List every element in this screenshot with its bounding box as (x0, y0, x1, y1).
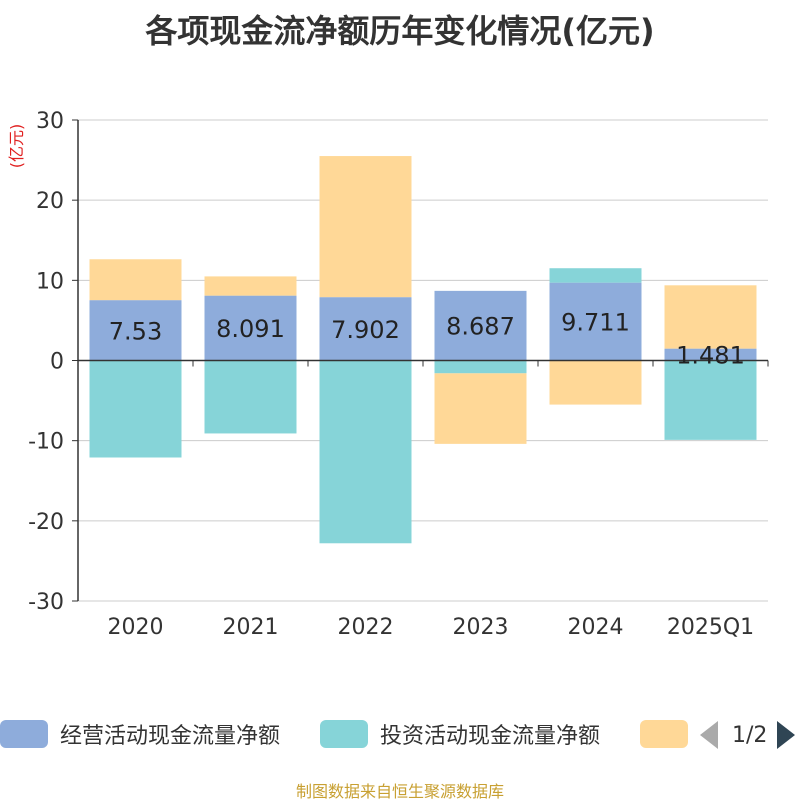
data-label: 8.687 (446, 313, 515, 341)
data-label: 8.091 (216, 315, 285, 343)
bar-2-2020 (89, 360, 182, 458)
x-tick-label: 2024 (568, 615, 624, 640)
legend-item-operating[interactable]: 经营活动现金流量净额 (0, 716, 280, 752)
y-tick-label: 20 (36, 189, 64, 214)
bar-3-2020 (89, 259, 182, 301)
bar-2-2025Q1 (664, 360, 757, 440)
y-tick-label: -30 (28, 590, 64, 615)
bar-1-2020 (89, 300, 182, 361)
bar-1-2021 (204, 295, 297, 361)
pager-prev-arrow-icon[interactable] (700, 721, 718, 749)
chart-title: 各项现金流净额历年变化情况(亿元) (145, 12, 655, 50)
bar-3-2024 (549, 360, 642, 405)
y-tick-label: -10 (28, 430, 64, 455)
x-tick-label: 2023 (453, 615, 509, 640)
y-tick-label: 0 (50, 350, 64, 375)
legend-swatch-investing (320, 720, 368, 748)
legend-label-operating: 经营活动现金流量净额 (60, 724, 281, 749)
bar-3-2021 (204, 276, 297, 296)
bar-3-2022 (319, 156, 412, 298)
legend-item-investing[interactable]: 投资活动现金流量净额 (320, 716, 600, 752)
data-label: 1.481 (676, 342, 745, 370)
x-tick-label: 2022 (338, 615, 394, 640)
legend-swatch-financing (640, 720, 688, 748)
bar-1-2025Q1 (664, 348, 757, 361)
pager-next-arrow-icon[interactable] (777, 721, 796, 749)
data-label: 7.902 (331, 316, 400, 344)
bar-3-2023 (434, 373, 527, 444)
source-note: 制图数据来自恒生聚源数据库 (295, 782, 504, 801)
legend-pager: 1/2 (700, 718, 796, 752)
legend-label-investing: 投资活动现金流量净额 (380, 724, 601, 749)
legend-swatch-operating (0, 720, 48, 748)
x-tick-label: 2020 (108, 615, 164, 640)
bar-1-2023 (434, 290, 527, 361)
pager-indicator: 1/2 (732, 722, 768, 748)
data-label: 7.53 (109, 317, 162, 345)
bar-1-2022 (319, 297, 412, 361)
x-tick-label: 2025Q1 (667, 615, 754, 640)
legend: 经营活动现金流量净额 投资活动现金流量净额 (0, 716, 800, 756)
y-axis-label: (亿元) (7, 124, 26, 169)
data-label: 9.711 (561, 309, 630, 337)
legend-item-financing[interactable] (640, 716, 688, 752)
y-tick-label: 30 (36, 109, 64, 134)
bar-2-2024 (549, 268, 642, 283)
bar-1-2024 (549, 282, 642, 361)
bar-2-2021 (204, 360, 297, 434)
y-tick-label: 10 (36, 269, 64, 294)
bar-2-2023 (434, 360, 527, 374)
x-tick-label: 2021 (223, 615, 279, 640)
bar-3-2025Q1 (664, 285, 757, 349)
y-tick-label: -20 (28, 510, 64, 535)
bar-2-2022 (319, 360, 412, 544)
